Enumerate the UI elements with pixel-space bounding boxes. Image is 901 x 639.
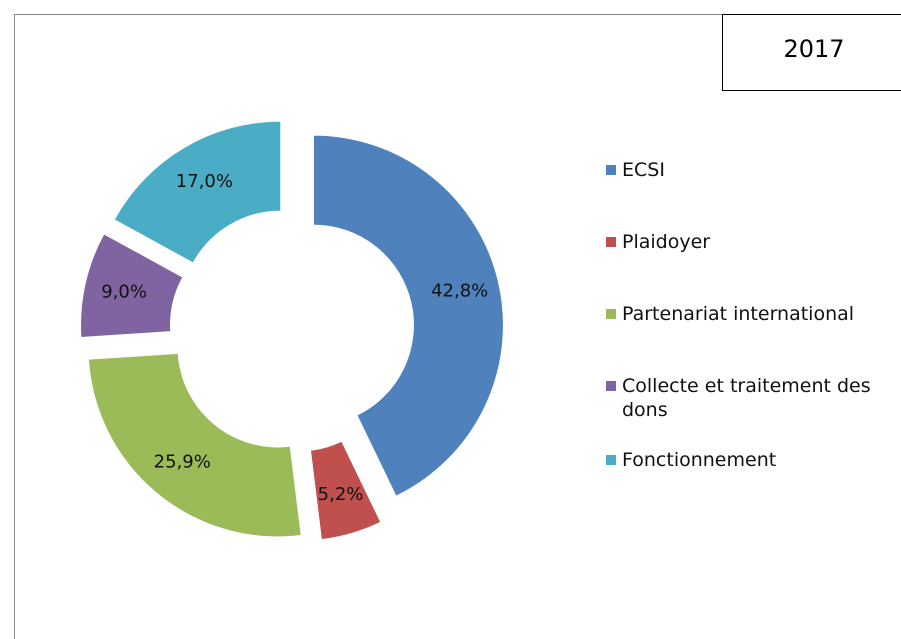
data-label: 42,8% — [431, 281, 488, 302]
data-label: 9,0% — [101, 282, 147, 303]
legend-label: ECSI — [622, 159, 665, 181]
legend-label: Fonctionnement — [622, 449, 777, 471]
legend-swatch — [606, 381, 616, 391]
donut-segment — [312, 134, 504, 497]
legend-swatch — [606, 455, 616, 465]
donut-segment — [87, 352, 302, 538]
data-label: 17,0% — [176, 171, 233, 192]
legend-swatch — [606, 165, 616, 175]
legend-swatch — [606, 237, 616, 247]
title-box — [722, 14, 901, 91]
legend-label: Plaidoyer — [622, 231, 711, 253]
legend-label: Collecte et traitement des dons — [622, 375, 871, 421]
chart-border — [14, 14, 901, 639]
chart-title: 2017 — [783, 35, 844, 63]
legend-label: Partenariat international — [622, 303, 855, 325]
donut-segment — [309, 440, 382, 541]
donut-segment — [113, 120, 282, 264]
legend-swatch — [606, 309, 616, 319]
data-label: 25,9% — [154, 451, 211, 472]
donut-segment — [80, 233, 184, 339]
data-label: 5,2% — [318, 484, 364, 505]
